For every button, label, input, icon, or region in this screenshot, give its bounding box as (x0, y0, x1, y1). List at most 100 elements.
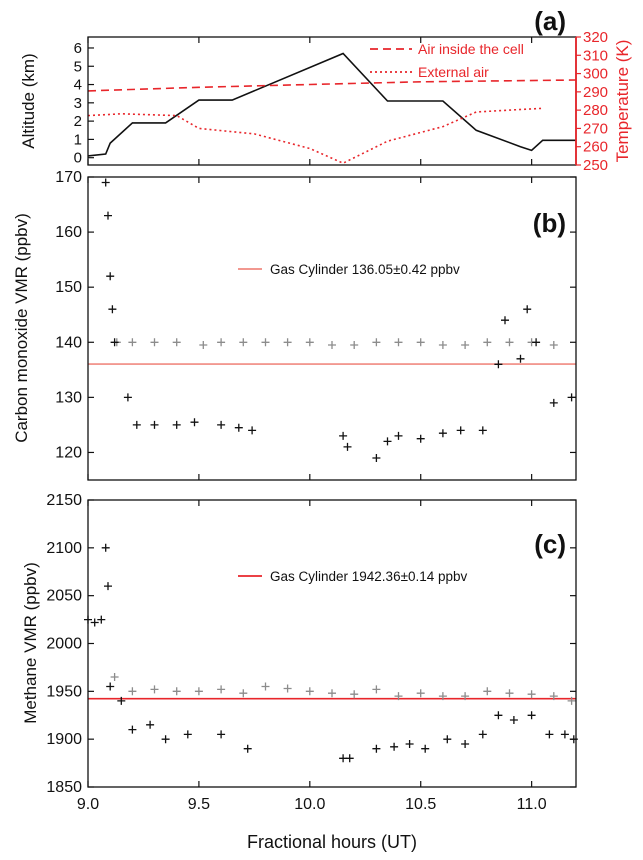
y-tick-label: 2000 (46, 636, 82, 653)
data-point (123, 393, 132, 402)
data-point (483, 338, 492, 347)
y-tick-label: 2050 (46, 588, 82, 605)
data-point (283, 684, 292, 693)
data-point (483, 687, 492, 696)
data-point (261, 338, 270, 347)
y2-tick-label: 320 (583, 29, 608, 46)
data-point (421, 744, 430, 753)
data-point (372, 338, 381, 347)
data-point (416, 434, 425, 443)
data-point (97, 615, 106, 624)
data-point (567, 696, 576, 705)
data-point (150, 420, 159, 429)
y-tick-label: 2150 (46, 492, 82, 509)
x-tick-label: 11.0 (517, 796, 547, 813)
panel-c-axes: 9.0 9.5 10.0 10.5 11.0 1850 1900 1950 2000 2050 21… (46, 492, 576, 813)
data-point (328, 689, 336, 698)
y-tick-label: 1850 (46, 779, 82, 796)
data-point (128, 338, 137, 347)
data-point (350, 690, 359, 699)
data-point (523, 305, 532, 314)
y-tick-label: 130 (55, 389, 82, 406)
data-point (239, 338, 248, 347)
y-tick-label: 5 (74, 58, 82, 75)
data-point (394, 338, 403, 347)
data-point (390, 742, 399, 751)
x-tick-label: 9.0 (77, 796, 99, 813)
panel-c-ylabel: Methane VMR (ppbv) (21, 562, 40, 724)
data-point (217, 338, 226, 347)
data-point (478, 730, 487, 739)
data-point (161, 735, 170, 744)
panel-a-data (87, 52, 577, 165)
data-point (478, 426, 487, 435)
data-point (172, 687, 181, 696)
panel-a-y2label: Temperature (K) (613, 40, 632, 163)
legend-air-inside-cell: Air inside the cell (418, 41, 524, 57)
data-point (372, 685, 381, 694)
data-point (438, 341, 447, 349)
data-point (461, 341, 470, 349)
data-point (350, 341, 359, 349)
data-point (283, 338, 292, 347)
data-point (516, 354, 525, 363)
data-point (328, 341, 336, 349)
data-point (110, 338, 119, 347)
data-point (261, 682, 270, 691)
data-point (549, 692, 558, 701)
data-point (372, 744, 381, 753)
y-tick-label: 0 (74, 150, 82, 167)
y-tick-label: 2100 (46, 540, 82, 557)
data-point (172, 420, 181, 429)
data-point (494, 360, 503, 369)
data-point (104, 211, 112, 220)
x-axis-label: Fractional hours (UT) (247, 832, 417, 852)
data-point (456, 426, 465, 435)
data-point (501, 316, 509, 325)
data-point (545, 730, 554, 739)
data-point (372, 454, 381, 462)
panel-c: 9.0 9.5 10.0 10.5 11.0 1850 1900 1950 2000 2050 21… (21, 492, 578, 852)
data-point (104, 582, 112, 591)
data-point (239, 689, 248, 698)
panel-c-reference-label: Gas Cylinder 1942.36±0.14 ppbv (270, 569, 468, 584)
x-tick-label: 9.5 (188, 796, 210, 813)
data-point (199, 341, 208, 349)
y-tick-label: 2 (74, 113, 82, 130)
data-point (146, 720, 155, 729)
panel-c-label: (c) (534, 529, 566, 559)
panel-b-axes: 120 130 140 150 160 170 (55, 169, 576, 480)
data-point (532, 338, 541, 347)
data-point (128, 725, 137, 734)
panel-b-frame (87, 176, 577, 481)
y-tick-label: 160 (55, 224, 82, 241)
panel-c-data (84, 543, 578, 763)
data-point (194, 687, 203, 696)
data-point (438, 692, 447, 701)
data-point (549, 341, 558, 349)
data-point (339, 431, 348, 440)
data-point (217, 685, 226, 694)
y-tick-label: 1950 (46, 683, 82, 700)
x-tick-label: 10.5 (405, 796, 436, 813)
data-point (217, 730, 226, 739)
data-point (438, 429, 447, 438)
data-point (110, 673, 119, 681)
data-point (190, 418, 199, 427)
data-point (505, 338, 514, 347)
series-line (87, 107, 543, 165)
series-line (87, 52, 576, 157)
data-point (394, 431, 403, 440)
data-point (443, 735, 452, 744)
data-point (172, 338, 181, 347)
legend-external-air: External air (418, 64, 489, 80)
y2-tick-label: 250 (583, 157, 608, 174)
data-point (494, 711, 503, 720)
panel-c-frame (87, 499, 577, 788)
panel-a-legend: Air inside the cell External air (370, 41, 524, 80)
data-point (132, 420, 141, 429)
panel-b-label: (b) (533, 208, 566, 238)
